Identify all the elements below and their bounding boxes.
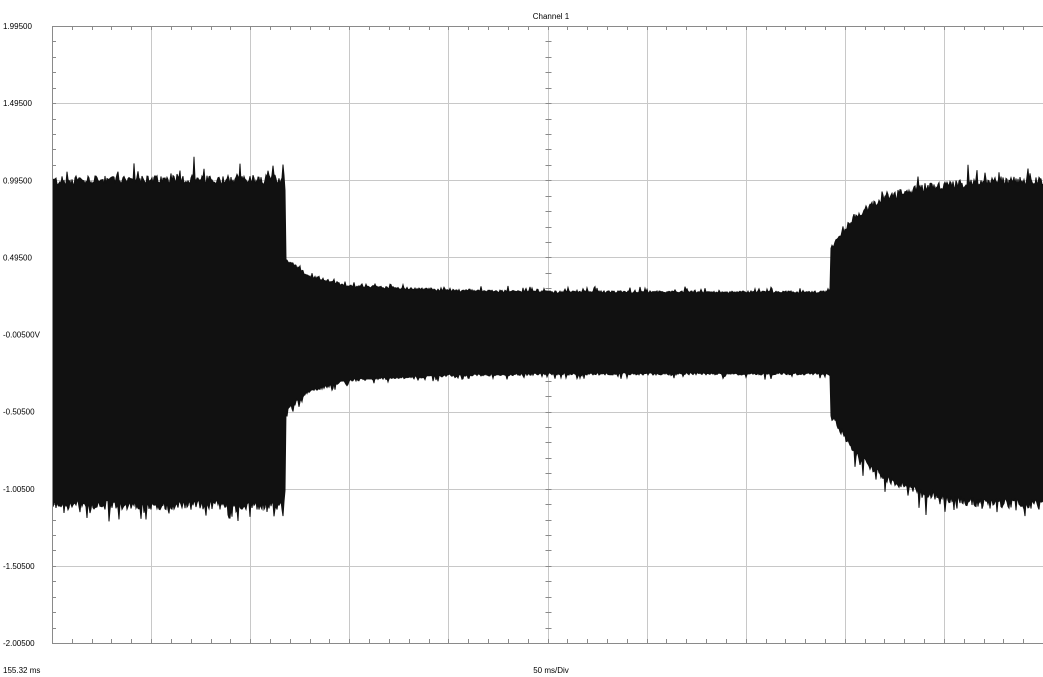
plot-grid xyxy=(52,26,1043,644)
y-tick-label: 1.99500 xyxy=(3,22,32,31)
start-time-readout: 155.32 ms xyxy=(3,666,40,675)
y-tick-label: 1.49500 xyxy=(3,99,32,108)
y-tick-label: 0.49500 xyxy=(3,253,32,262)
y-tick-label: 0.99500 xyxy=(3,176,32,185)
y-tick-labels: 1.99500 1.49500 0.99500 0.49500 -0.00500V -0.… xyxy=(3,22,41,648)
y-tick-label: -1.00500 xyxy=(3,485,35,494)
chart-title: Channel 1 xyxy=(533,12,570,21)
y-tick-label: -2.00500 xyxy=(3,639,35,648)
y-tick-label: -0.00500V xyxy=(3,331,41,340)
y-tick-label: -0.50500 xyxy=(3,408,35,417)
y-tick-label: -1.50500 xyxy=(3,562,35,571)
signal-trace xyxy=(52,156,1043,522)
signal-envelope-fill xyxy=(52,156,1043,522)
time-per-div-readout: 50 ms/Div xyxy=(533,666,569,675)
plot-frame xyxy=(52,26,1043,644)
